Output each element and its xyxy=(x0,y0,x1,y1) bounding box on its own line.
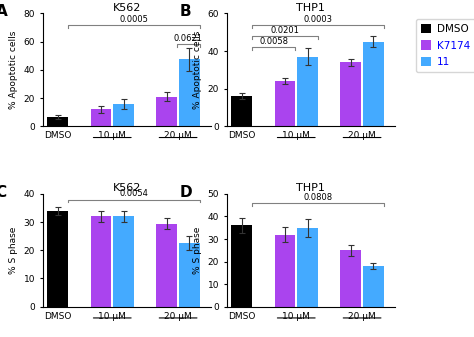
Bar xyxy=(274,81,295,126)
Bar xyxy=(179,243,200,307)
Text: 0.0054: 0.0054 xyxy=(119,189,148,198)
Y-axis label: % S phase: % S phase xyxy=(9,226,18,274)
Y-axis label: % Apoptotic cells: % Apoptotic cells xyxy=(9,31,18,109)
Title: K562: K562 xyxy=(113,183,141,193)
Text: 0.0058: 0.0058 xyxy=(259,37,288,46)
Y-axis label: % Apoptotic cells: % Apoptotic cells xyxy=(193,31,202,109)
Bar xyxy=(297,57,318,126)
Bar xyxy=(340,250,361,307)
Bar xyxy=(363,266,384,307)
Bar xyxy=(113,104,134,126)
Bar xyxy=(231,96,252,126)
Text: B: B xyxy=(180,4,191,20)
Title: K562: K562 xyxy=(113,3,141,13)
Bar xyxy=(91,216,111,307)
Text: 0.0201: 0.0201 xyxy=(271,26,300,35)
Bar xyxy=(179,59,200,126)
Title: THP1: THP1 xyxy=(296,183,325,193)
Y-axis label: % S phase: % S phase xyxy=(193,226,202,274)
Bar xyxy=(156,223,177,307)
Bar xyxy=(340,62,361,126)
Bar xyxy=(113,216,134,307)
Text: C: C xyxy=(0,185,7,200)
Text: A: A xyxy=(0,4,7,20)
Bar xyxy=(363,42,384,126)
Text: 0.0808: 0.0808 xyxy=(303,193,332,202)
Bar xyxy=(47,211,68,307)
Bar xyxy=(91,109,111,126)
Legend: DMSO, K7174, 11: DMSO, K7174, 11 xyxy=(416,19,474,72)
Bar xyxy=(156,97,177,126)
Text: 0.0003: 0.0003 xyxy=(303,14,332,24)
Bar xyxy=(297,228,318,307)
Bar xyxy=(47,117,68,126)
Text: 0.0005: 0.0005 xyxy=(119,14,148,24)
Bar xyxy=(231,225,252,307)
Text: D: D xyxy=(180,185,192,200)
Title: THP1: THP1 xyxy=(296,3,325,13)
Bar xyxy=(274,235,295,307)
Text: 0.0621: 0.0621 xyxy=(174,34,203,43)
